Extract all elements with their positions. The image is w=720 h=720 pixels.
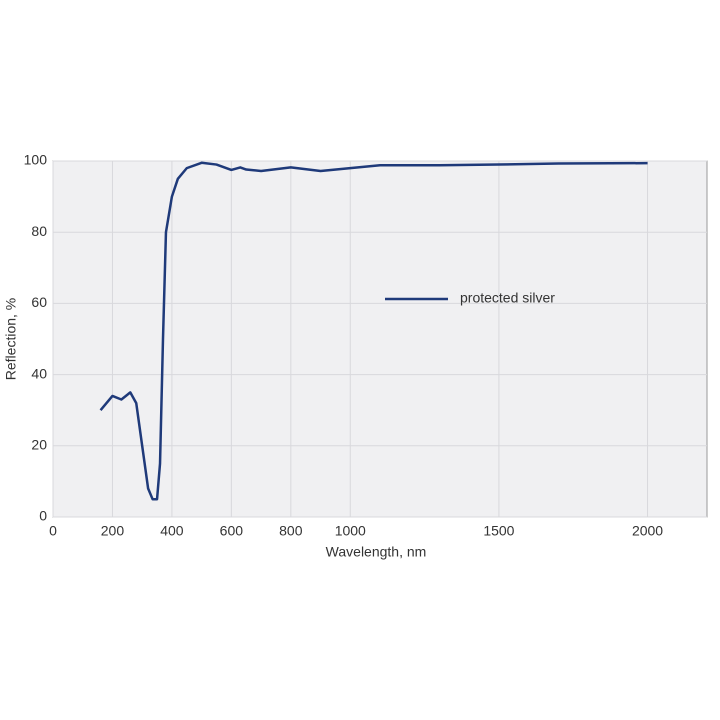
x-tick-label: 1000 [335, 523, 366, 539]
x-tick-label: 400 [160, 523, 184, 539]
legend-label: protected silver [460, 290, 555, 306]
x-tick-label: 2000 [632, 523, 663, 539]
y-tick-label: 40 [31, 365, 47, 381]
x-tick-label: 1500 [483, 523, 514, 539]
data-line [99, 161, 648, 501]
y-tick-label: 60 [31, 294, 47, 310]
x-tick-label: 600 [220, 523, 244, 539]
y-axis-label: Reflection, % [3, 298, 19, 380]
x-tick-label: 0 [49, 523, 57, 539]
y-tick-label: 0 [39, 508, 47, 524]
x-axis-label: Wavelength, nm [326, 544, 427, 560]
y-tick-label: 100 [24, 152, 48, 168]
x-tick-label: 800 [279, 523, 303, 539]
plot-area [52, 160, 708, 518]
x-tick-label: 200 [101, 523, 125, 539]
y-tick-label: 80 [31, 223, 47, 239]
y-tick-label: 20 [31, 437, 47, 453]
